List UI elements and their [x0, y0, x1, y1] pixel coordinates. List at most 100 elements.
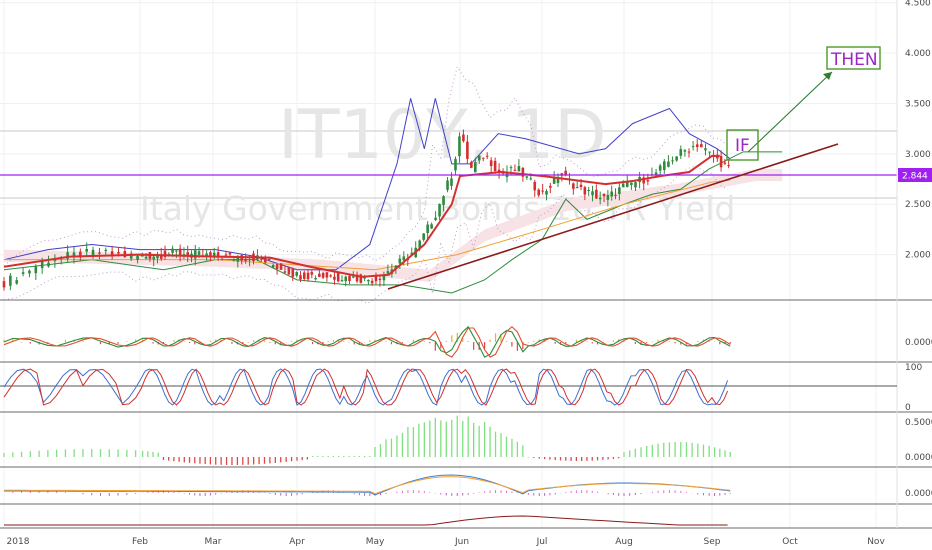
candle-body [374, 275, 378, 282]
time-tick-label: 2018 [7, 537, 30, 547]
candle-body [129, 253, 133, 259]
candle-body [382, 274, 386, 281]
candle-body [634, 182, 637, 188]
candle-body [595, 189, 598, 199]
candle-body [489, 160, 493, 167]
then-box [826, 46, 881, 70]
candle-body [275, 264, 279, 269]
candle-body [466, 141, 469, 159]
candle-body [587, 190, 590, 192]
candle-body [28, 270, 31, 274]
candle-body [370, 280, 374, 284]
time-tick-label: Jul [536, 537, 548, 547]
candle-body [321, 272, 325, 278]
candle-body [458, 136, 461, 157]
price-tick-label: 3.500 [905, 99, 931, 109]
candle-body [541, 190, 544, 192]
stoch-d-line [3, 368, 729, 406]
candle-body [367, 279, 370, 282]
time-tick-label: Nov [867, 537, 885, 547]
candle-body [556, 178, 560, 184]
candle-body [363, 276, 366, 279]
stoch-k-line [3, 368, 729, 406]
candle-body [314, 278, 317, 280]
candle-body [220, 258, 224, 260]
candle-body [583, 187, 587, 195]
candle-body [144, 256, 148, 259]
candle-body [175, 250, 178, 252]
candle-body [549, 185, 552, 188]
candle-body [302, 272, 306, 279]
candle-body [2, 281, 6, 288]
candle-body [422, 233, 425, 240]
candle-body [197, 251, 201, 255]
candle-body [344, 276, 348, 282]
candle-body [72, 252, 76, 258]
candle-body [719, 155, 723, 168]
candle-body [485, 155, 489, 157]
candle-body [47, 262, 50, 267]
candle-body [336, 273, 340, 282]
candle-body [34, 266, 38, 274]
price-axis: 4.500 4.000 3.500 3.000 2.500 2.000 2.844 [898, 0, 932, 261]
candle-body [614, 194, 617, 196]
candle-body [333, 276, 336, 280]
candle-body [462, 134, 465, 142]
stoch-tick-label: 100 [905, 363, 922, 373]
candle-body [654, 172, 658, 176]
candle-body [271, 264, 275, 268]
candle-body [248, 259, 251, 261]
slow-ma-line [4, 179, 731, 271]
candle-body [9, 275, 12, 286]
candle-body [205, 253, 208, 256]
candle-body [359, 274, 363, 283]
candle-body [348, 275, 351, 282]
candle-body [283, 271, 287, 273]
arrow-head [823, 72, 832, 80]
candle-body [306, 272, 310, 280]
current-price-label: 2.844 [902, 172, 928, 182]
price-tick-label: 4.500 [905, 0, 931, 9]
candle-body [434, 217, 437, 220]
candle-body [727, 165, 730, 167]
candle-body [232, 259, 236, 261]
price-plot [0, 65, 897, 305]
candle-body [299, 275, 302, 280]
candle-body [236, 257, 240, 262]
time-tick-label: Aug [615, 537, 633, 547]
candle-body [426, 224, 429, 234]
time-axis: 2018 Feb Mar Apr May Jun Jul Aug Sep Oct Nov [7, 537, 886, 547]
bottom-line [4, 515, 728, 526]
candle-body [572, 183, 575, 189]
candle-body [529, 178, 533, 180]
candle-body [21, 272, 25, 275]
candle-body [159, 254, 163, 259]
trendline [387, 143, 839, 290]
projection-arrow [747, 71, 833, 153]
price-tick-label: 4.000 [905, 49, 931, 59]
if-label: IF [735, 136, 750, 156]
candle-body [513, 169, 517, 171]
candle-body [402, 256, 406, 261]
candle-body [186, 252, 190, 257]
candle-body [193, 250, 197, 259]
candle-body [602, 193, 606, 197]
candle-body [642, 177, 646, 184]
candle-body [228, 252, 232, 255]
candle-body [679, 149, 683, 156]
if-box [726, 129, 759, 161]
candle-body [152, 256, 155, 260]
candle-body [704, 148, 707, 151]
candle-body [410, 252, 414, 255]
time-tick-label: Oct [782, 537, 798, 547]
time-tick-label: Apr [289, 537, 305, 547]
candle-body [398, 258, 402, 264]
candle-body [591, 191, 594, 196]
candle-body [40, 261, 44, 269]
candle-body [260, 258, 263, 260]
candle-body [263, 256, 267, 263]
candle-body [355, 274, 359, 282]
candle-body [394, 265, 398, 269]
